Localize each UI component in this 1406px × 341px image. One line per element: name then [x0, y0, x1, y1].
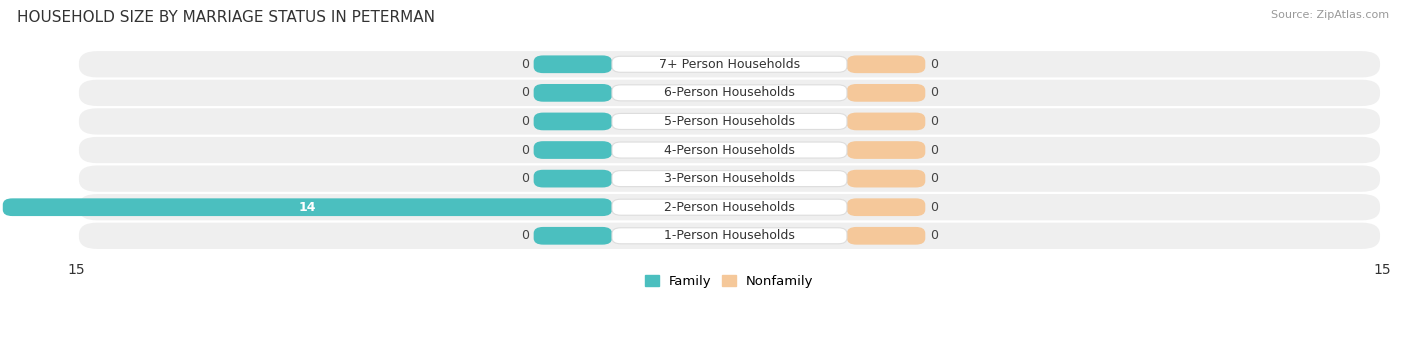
FancyBboxPatch shape [846, 170, 925, 188]
Text: 7+ Person Households: 7+ Person Households [659, 58, 800, 71]
FancyBboxPatch shape [79, 137, 1381, 163]
FancyBboxPatch shape [534, 227, 612, 244]
Text: 0: 0 [929, 58, 938, 71]
Text: 0: 0 [929, 172, 938, 185]
Text: 0: 0 [522, 144, 529, 157]
Text: 5-Person Households: 5-Person Households [664, 115, 794, 128]
Text: 0: 0 [522, 115, 529, 128]
Text: 0: 0 [929, 86, 938, 99]
FancyBboxPatch shape [846, 113, 925, 130]
Text: 0: 0 [929, 229, 938, 242]
Text: 0: 0 [929, 144, 938, 157]
FancyBboxPatch shape [612, 170, 846, 187]
FancyBboxPatch shape [846, 198, 925, 216]
Text: 6-Person Households: 6-Person Households [664, 86, 794, 99]
Text: 0: 0 [522, 58, 529, 71]
Text: 0: 0 [929, 201, 938, 214]
FancyBboxPatch shape [3, 198, 612, 216]
FancyBboxPatch shape [79, 51, 1381, 77]
FancyBboxPatch shape [846, 84, 925, 102]
FancyBboxPatch shape [534, 170, 612, 188]
FancyBboxPatch shape [79, 165, 1381, 192]
Text: Source: ZipAtlas.com: Source: ZipAtlas.com [1271, 10, 1389, 20]
Text: 0: 0 [522, 86, 529, 99]
Text: 3-Person Households: 3-Person Households [664, 172, 794, 185]
FancyBboxPatch shape [79, 223, 1381, 249]
FancyBboxPatch shape [846, 227, 925, 244]
FancyBboxPatch shape [79, 108, 1381, 135]
FancyBboxPatch shape [534, 113, 612, 130]
FancyBboxPatch shape [612, 56, 846, 72]
FancyBboxPatch shape [612, 199, 846, 215]
FancyBboxPatch shape [612, 114, 846, 130]
Text: 1-Person Households: 1-Person Households [664, 229, 794, 242]
FancyBboxPatch shape [846, 141, 925, 159]
Text: HOUSEHOLD SIZE BY MARRIAGE STATUS IN PETERMAN: HOUSEHOLD SIZE BY MARRIAGE STATUS IN PET… [17, 10, 434, 25]
FancyBboxPatch shape [612, 85, 846, 101]
FancyBboxPatch shape [534, 55, 612, 73]
FancyBboxPatch shape [612, 228, 846, 244]
FancyBboxPatch shape [79, 194, 1381, 220]
FancyBboxPatch shape [846, 55, 925, 73]
Text: 0: 0 [929, 115, 938, 128]
FancyBboxPatch shape [79, 80, 1381, 106]
Text: 0: 0 [522, 172, 529, 185]
Text: 0: 0 [522, 229, 529, 242]
FancyBboxPatch shape [612, 142, 846, 158]
Text: 4-Person Households: 4-Person Households [664, 144, 794, 157]
Legend: Family, Nonfamily: Family, Nonfamily [640, 270, 818, 294]
Text: 14: 14 [298, 201, 316, 214]
Text: 2-Person Households: 2-Person Households [664, 201, 794, 214]
FancyBboxPatch shape [534, 84, 612, 102]
FancyBboxPatch shape [534, 141, 612, 159]
